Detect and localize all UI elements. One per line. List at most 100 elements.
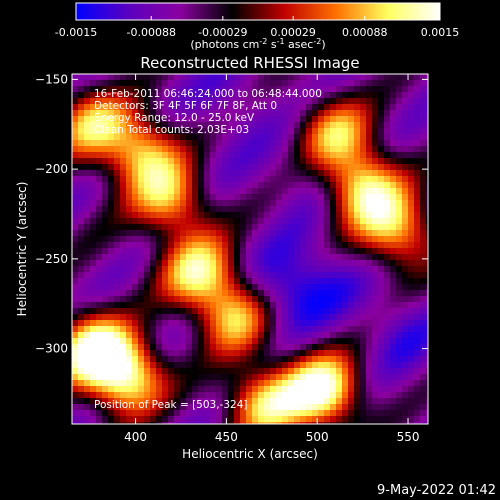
heatmap-cell xyxy=(384,98,391,105)
heatmap-cell xyxy=(132,410,139,417)
heatmap-cell xyxy=(372,212,379,219)
heatmap-cell xyxy=(72,206,79,213)
heatmap-cell xyxy=(246,80,253,87)
heatmap-cell xyxy=(384,146,391,153)
heatmap-cell xyxy=(318,104,325,111)
heatmap-cell xyxy=(372,350,379,357)
heatmap-cell xyxy=(408,308,415,315)
heatmap-cell xyxy=(192,392,199,399)
heatmap-cell xyxy=(126,248,133,255)
heatmap-cell xyxy=(264,236,271,243)
heatmap-cell xyxy=(192,410,199,417)
heatmap-cell xyxy=(240,386,247,393)
heatmap-cell xyxy=(72,110,79,117)
heatmap-cell xyxy=(360,386,367,393)
heatmap-cell xyxy=(198,164,205,171)
heatmap-cell xyxy=(252,278,259,285)
heatmap-cell xyxy=(186,206,193,213)
heatmap-cell xyxy=(306,272,313,279)
heatmap-cell xyxy=(288,344,295,351)
heatmap-cell xyxy=(198,404,205,411)
heatmap-cell xyxy=(384,92,391,99)
heatmap-cell xyxy=(348,200,355,207)
heatmap-cell xyxy=(108,224,115,231)
heatmap-cell xyxy=(108,200,115,207)
heatmap-cell xyxy=(90,146,97,153)
heatmap-cell xyxy=(78,248,85,255)
heatmap-cell xyxy=(282,410,289,417)
heatmap-cell xyxy=(342,116,349,123)
heatmap-cell xyxy=(186,188,193,195)
heatmap-cell xyxy=(90,422,97,424)
heatmap-cell xyxy=(222,170,229,177)
heatmap-cell xyxy=(228,374,235,381)
heatmap-cell xyxy=(348,128,355,135)
heatmap-cell xyxy=(276,158,283,165)
heatmap-cell xyxy=(270,146,277,153)
heatmap-cell xyxy=(384,290,391,297)
heatmap-cell xyxy=(294,338,301,345)
heatmap-cell xyxy=(318,98,325,105)
heatmap-cell xyxy=(288,110,295,117)
heatmap-cell xyxy=(300,212,307,219)
heatmap-cell xyxy=(180,362,187,369)
heatmap-cell xyxy=(330,194,337,201)
heatmap-cell xyxy=(312,74,319,81)
heatmap-cell xyxy=(234,218,241,225)
heatmap-cell xyxy=(402,356,409,363)
heatmap-cell xyxy=(114,212,121,219)
heatmap-cell xyxy=(126,374,133,381)
heatmap-cell xyxy=(384,278,391,285)
heatmap-cell xyxy=(342,404,349,411)
heatmap-cell xyxy=(324,140,331,147)
heatmap-cell xyxy=(258,284,265,291)
heatmap-cell xyxy=(210,272,217,279)
heatmap-cell xyxy=(222,344,229,351)
heatmap-cell xyxy=(168,170,175,177)
heatmap-cell xyxy=(216,422,223,424)
heatmap-cell xyxy=(282,254,289,261)
heatmap-cell xyxy=(102,368,109,375)
heatmap-cell xyxy=(102,254,109,261)
heatmap-cell xyxy=(318,254,325,261)
heatmap-cell xyxy=(234,374,241,381)
heatmap-cell xyxy=(360,188,367,195)
heatmap-cell xyxy=(414,86,421,93)
heatmap-cell xyxy=(282,122,289,129)
heatmap-cell xyxy=(222,410,229,417)
heatmap-cell xyxy=(174,314,181,321)
heatmap-cell xyxy=(264,164,271,171)
heatmap-cell xyxy=(282,98,289,105)
heatmap-cell xyxy=(270,134,277,141)
heatmap-cell xyxy=(288,398,295,405)
heatmap-cell xyxy=(222,284,229,291)
heatmap-cell xyxy=(120,368,127,375)
heatmap-cell xyxy=(174,296,181,303)
heatmap-cell xyxy=(348,242,355,249)
heatmap-cell xyxy=(222,236,229,243)
heatmap-cell xyxy=(126,308,133,315)
heatmap-cell xyxy=(342,122,349,129)
heatmap-cell xyxy=(192,362,199,369)
heatmap-cell xyxy=(102,248,109,255)
heatmap-cell xyxy=(210,128,217,135)
heatmap-cell xyxy=(396,116,403,123)
heatmap-cell xyxy=(372,242,379,249)
heatmap-cell xyxy=(162,218,169,225)
heatmap-cell xyxy=(156,80,163,87)
x-tick-label: 500 xyxy=(306,430,329,444)
heatmap-cell xyxy=(396,110,403,117)
heatmap-cell xyxy=(336,422,343,424)
heatmap-cell xyxy=(372,98,379,105)
heatmap-cell xyxy=(378,338,385,345)
heatmap-cell xyxy=(144,266,151,273)
heatmap-cell xyxy=(150,122,157,129)
heatmap-cell xyxy=(402,230,409,237)
heatmap-cell xyxy=(78,362,85,369)
heatmap-cell xyxy=(120,122,127,129)
heatmap-cell xyxy=(258,116,265,123)
heatmap-cell xyxy=(180,302,187,309)
heatmap-cell xyxy=(174,158,181,165)
heatmap-cell xyxy=(348,392,355,399)
